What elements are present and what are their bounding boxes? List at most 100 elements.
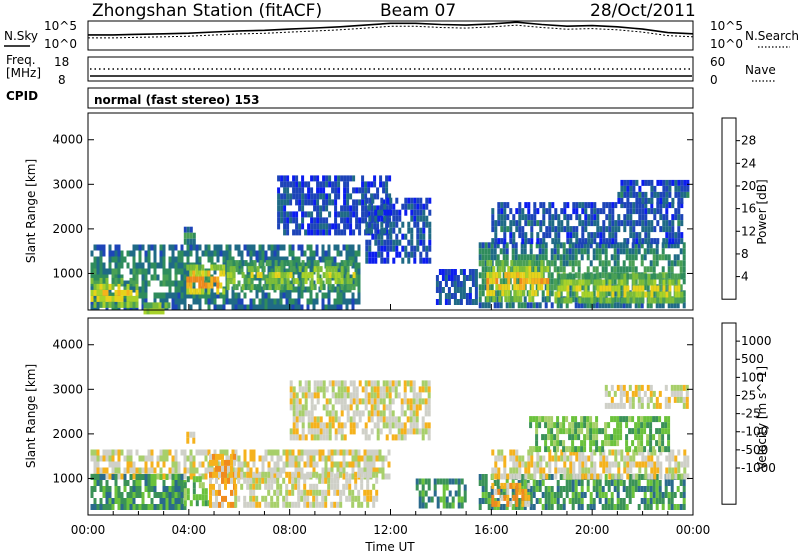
heatmap-cell: [617, 461, 621, 468]
heatmap-cell: [534, 278, 538, 285]
heatmap-cell: [129, 286, 133, 293]
heatmap-cell: [539, 220, 543, 227]
heatmap-cell: [195, 244, 199, 251]
heatmap-cell: [625, 254, 629, 261]
heatmap-cell: [623, 291, 627, 298]
heatmap-cell: [328, 272, 332, 279]
heatmap-cell: [623, 467, 627, 474]
heatmap-cell: [459, 269, 463, 275]
heatmap-cell: [129, 467, 133, 474]
heatmap-cell: [674, 273, 678, 280]
heatmap-cell: [316, 422, 320, 429]
heatmap-cell: [249, 244, 253, 251]
heatmap-cell: [230, 453, 233, 460]
heatmap-cell: [273, 449, 277, 456]
heatmap-cell: [252, 298, 256, 305]
heatmap-cell: [562, 416, 566, 423]
heatmap-cell: [553, 492, 557, 498]
heatmap-cell: [304, 229, 308, 236]
heatmap-cell: [521, 494, 525, 501]
heatmap-cell: [192, 467, 196, 474]
heatmap-cell: [337, 428, 341, 435]
heatmap-cell: [502, 242, 506, 249]
heatmap-cell: [221, 459, 224, 466]
heatmap-cell: [656, 208, 660, 215]
heatmap-cell: [665, 273, 669, 280]
heatmap-cell: [352, 175, 356, 182]
heatmap-cell: [123, 498, 127, 504]
heatmap-cell: [289, 260, 293, 267]
heatmap-cell: [643, 416, 647, 423]
heatmap-cell: [532, 266, 536, 273]
heatmap-cell: [207, 288, 211, 295]
heatmap-cell: [544, 254, 548, 261]
heatmap-cell: [559, 242, 563, 249]
heatmap-cell: [354, 471, 358, 478]
heatmap-cell: [513, 296, 517, 303]
heatmap-cell: [677, 291, 681, 298]
heatmap-cell: [108, 256, 112, 263]
heatmap-cell: [385, 434, 389, 441]
power-y-axis-label: Slant Range [km]: [24, 159, 38, 263]
heatmap-cell: [643, 446, 647, 453]
heatmap-cell: [500, 494, 504, 501]
heatmap-cell: [255, 250, 259, 257]
cpid-text: normal (fast stereo) 153: [94, 93, 260, 107]
heatmap-cell: [327, 455, 331, 462]
heatmap-cell: [544, 504, 548, 510]
heatmap-cell: [312, 449, 316, 456]
heatmap-cell: [379, 398, 383, 405]
heatmap-cell: [180, 268, 184, 275]
heatmap-cell: [647, 297, 651, 304]
heatmap-cell: [637, 486, 641, 492]
heatmap-cell: [270, 256, 274, 263]
heatmap-cell: [671, 226, 675, 233]
heatmap-cell: [653, 473, 657, 480]
heatmap-cell: [96, 467, 100, 474]
heatmap-cell: [513, 290, 517, 297]
heatmap-cell: [180, 298, 184, 305]
heatmap-cell: [568, 254, 572, 261]
heatmap-cell: [120, 295, 124, 302]
heatmap-cell: [409, 410, 413, 417]
heatmap-cell: [510, 260, 514, 267]
heatmap-cell: [375, 477, 379, 484]
heatmap-cell: [665, 191, 669, 198]
heatmap-cell: [246, 250, 250, 257]
heatmap-cell: [132, 250, 136, 257]
heatmap-cell: [90, 474, 94, 480]
heatmap-cell: [659, 297, 663, 304]
heatmap-cell: [529, 422, 533, 429]
heatmap-cell: [306, 286, 310, 293]
heatmap-cell: [474, 275, 478, 281]
heatmap-cell: [226, 278, 230, 285]
heatmap-cell: [370, 380, 374, 387]
heatmap-cell: [419, 257, 423, 264]
heatmap-cell: [427, 392, 431, 399]
heatmap-cell: [607, 422, 611, 429]
heatmap-cell: [628, 384, 632, 391]
freq-tick-bottom: 8: [58, 73, 66, 87]
heatmap-cell: [577, 498, 581, 504]
heatmap-cell: [343, 404, 347, 411]
heatmap-cell: [650, 291, 654, 298]
heatmap-cell: [460, 496, 464, 503]
heatmap-cell: [626, 197, 630, 204]
heatmap-cell: [165, 498, 169, 504]
heatmap-cell: [518, 202, 522, 209]
heatmap-cell: [415, 404, 419, 411]
heatmap-cell: [656, 220, 660, 227]
heatmap-cell: [153, 492, 157, 498]
colorbar-tick-label: 100: [741, 370, 764, 384]
heatmap-cell: [500, 455, 504, 462]
heatmap-cell: [171, 498, 175, 504]
heatmap-cell: [637, 422, 641, 429]
heatmap-cell: [225, 292, 229, 299]
heatmap-cell: [298, 229, 302, 236]
heatmap-cell: [595, 254, 599, 261]
heatmap-cell: [312, 304, 316, 311]
heatmap-cell: [349, 217, 353, 224]
heatmap-cell: [218, 471, 221, 478]
heatmap-cell: [419, 227, 423, 234]
heatmap-cell: [99, 474, 103, 480]
